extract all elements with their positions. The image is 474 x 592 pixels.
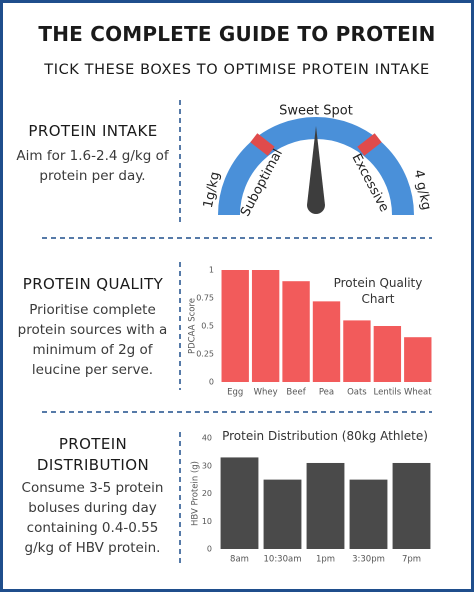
y-tick-label: 10 — [202, 517, 212, 526]
x-tick-label: Oats — [347, 388, 367, 398]
bar — [251, 270, 280, 382]
page-subtitle: TICK THESE BOXES TO OPTIMISE PROTEIN INT… — [44, 62, 430, 78]
section-body: Consume 3-5 protein boluses during day c… — [21, 480, 164, 556]
x-tick-label: Egg — [227, 388, 243, 398]
x-tick-label: Pea — [319, 388, 334, 398]
x-tick-label: Lentils — [374, 388, 402, 398]
bar — [312, 301, 341, 382]
section-heading: PROTEIN INTAKE — [28, 122, 158, 140]
x-tick-label: Beef — [286, 388, 306, 398]
x-tick-label: 7pm — [402, 555, 421, 565]
y-tick-label: 30 — [202, 461, 212, 470]
y-tick-label: 20 — [202, 489, 212, 498]
section-body: Aim for 1.6-2.4 g/kg of protein per day. — [16, 148, 169, 184]
gauge-min-label: 1g/kg — [201, 170, 223, 209]
bar — [282, 281, 310, 382]
y-tick-label: 0 — [207, 545, 212, 554]
section-body: Prioritise complete protein sources with… — [17, 302, 168, 378]
chart-title: Protein Quality Chart — [333, 276, 423, 306]
x-tick-label: 8am — [230, 555, 249, 565]
bar — [343, 320, 371, 382]
x-tick-label: Whey — [254, 388, 278, 398]
gauge-marker — [250, 133, 275, 156]
y-tick-label: 0 — [209, 378, 214, 387]
x-tick-label: 1pm — [316, 555, 335, 565]
chart-title: Protein Distribution (80kg Athlete) — [222, 429, 428, 443]
section-heading: PROTEIN QUALITY — [22, 275, 164, 293]
bar — [404, 337, 432, 382]
y-axis-title: HBV Protein (g) — [191, 461, 201, 526]
bar — [306, 462, 345, 549]
bar — [221, 270, 249, 382]
y-tick-label: 0.75 — [196, 294, 214, 303]
bar — [392, 462, 431, 549]
y-tick-label: 0.5 — [201, 322, 214, 331]
y-tick-label: 40 — [202, 434, 212, 443]
gauge-marker — [357, 133, 382, 156]
gauge-max-label: 4 g/kg — [410, 168, 433, 211]
y-axis-title: PDCAA Score — [188, 298, 198, 354]
x-tick-label: Wheat — [404, 388, 432, 398]
x-tick-label: 10:30am — [264, 555, 302, 565]
y-tick-label: 0.25 — [196, 350, 214, 359]
page-title: THE COMPLETE GUIDE TO PROTEIN — [38, 22, 436, 46]
bar — [263, 479, 302, 549]
bar — [220, 457, 259, 549]
bar — [373, 326, 402, 382]
y-tick-label: 1 — [209, 266, 214, 275]
gauge-needle — [307, 126, 325, 214]
gauge-zone-label: Sweet Spot — [279, 104, 353, 119]
bar — [349, 479, 388, 549]
section-heading: PROTEIN DISTRIBUTION — [36, 435, 150, 474]
x-tick-label: 3:30pm — [352, 555, 385, 565]
